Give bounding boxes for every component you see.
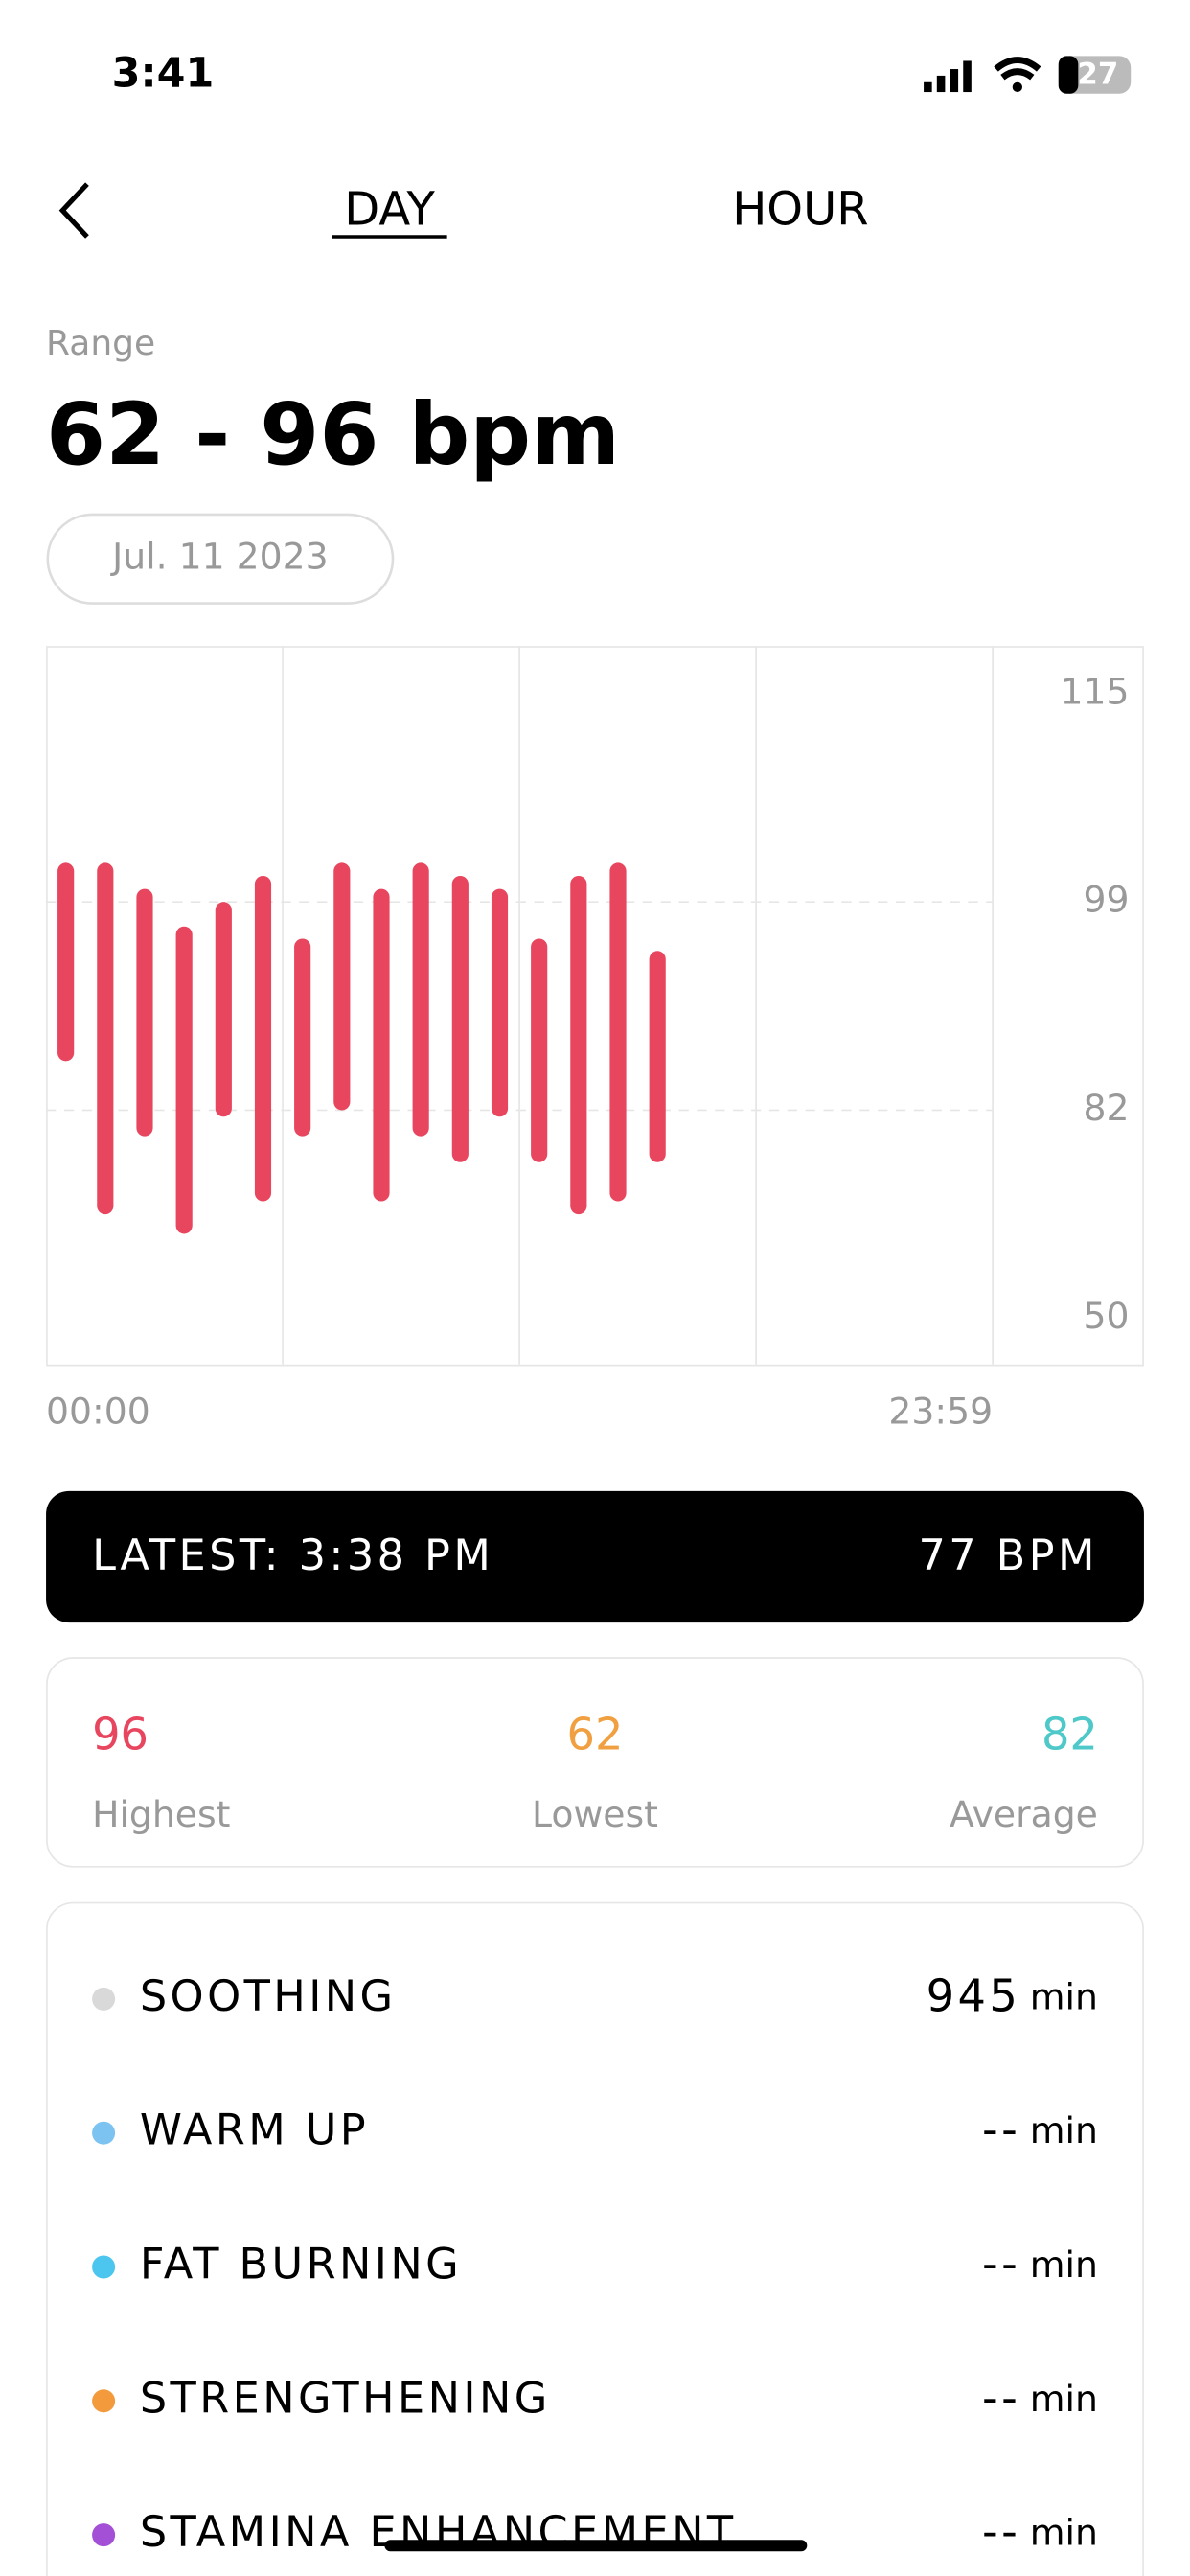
zone-unit: min [1030, 2378, 1098, 2420]
y-tick-label: 82 [1083, 1087, 1129, 1129]
x-tick-label: 23:59 [888, 1391, 993, 1433]
latest-banner [46, 1490, 1144, 1623]
zone-unit: min [1030, 2243, 1098, 2286]
stat-label: Highest [92, 1793, 230, 1835]
zone-value: -- [982, 2506, 1020, 2558]
zone-unit: min [1030, 1975, 1098, 2017]
zone-dot [92, 1987, 116, 2011]
signal-icon [924, 60, 972, 93]
y-tick-label: 115 [1060, 670, 1129, 712]
x-tick-label: 00:00 [46, 1391, 150, 1433]
y-tick-label: 99 [1083, 879, 1129, 921]
stats-card [46, 1657, 1144, 1868]
date-text: Jul. 11 2023 [110, 536, 328, 578]
zone-value: 945 [927, 1969, 1021, 2021]
range-label: Range [46, 324, 155, 363]
chart-dividers [282, 646, 994, 1365]
chart: 50 82 99 115 00:00 23:59 [46, 670, 1129, 1433]
stat-label: Lowest [532, 1793, 658, 1835]
tab-day[interactable]: DAY [344, 182, 435, 236]
zone-name: FAT BURNING [140, 2240, 462, 2289]
y-tick-label: 50 [1083, 1295, 1129, 1337]
status-time: 3:41 [112, 49, 215, 97]
wifi-dot [1012, 81, 1022, 93]
zones-card [46, 1901, 1144, 2576]
tab-hour[interactable]: HOUR [732, 182, 868, 236]
home-indicator [384, 2540, 808, 2552]
stat-value: 62 [567, 1709, 624, 1760]
chart-frame [46, 646, 1144, 1367]
zone-value: -- [982, 2104, 1020, 2155]
stat-value: 96 [92, 1709, 149, 1760]
battery-text: 27 [1077, 57, 1118, 91]
zone-value: -- [982, 2238, 1020, 2289]
battery-level [1058, 56, 1079, 94]
zone-unit: min [1030, 2109, 1098, 2151]
zone-dot [92, 2121, 116, 2145]
zone-dot [92, 2523, 116, 2547]
stat-value: 82 [1041, 1709, 1098, 1760]
zone-dot [92, 2255, 116, 2279]
zone-name: WARM UP [140, 2105, 369, 2155]
zone-unit: min [1030, 2512, 1098, 2554]
range-value: 62 - 96 bpm [46, 385, 620, 485]
back-button[interactable] [58, 182, 89, 239]
zone-name: SOOTHING [140, 1971, 397, 2021]
zone-value: -- [982, 2372, 1020, 2424]
latest-label: LATEST: 3:38 PM [92, 1530, 493, 1580]
stats: 96 Highest 62 Lowest 82 Average [92, 1709, 1098, 1835]
date-pill[interactable] [46, 513, 395, 605]
wifi-icon [994, 57, 1041, 80]
zone-dot [92, 2389, 116, 2413]
stat-label: Average [950, 1793, 1098, 1835]
latest-value: 77 BPM [919, 1530, 1098, 1580]
zone-name: STRENGTHENING [140, 2373, 551, 2423]
